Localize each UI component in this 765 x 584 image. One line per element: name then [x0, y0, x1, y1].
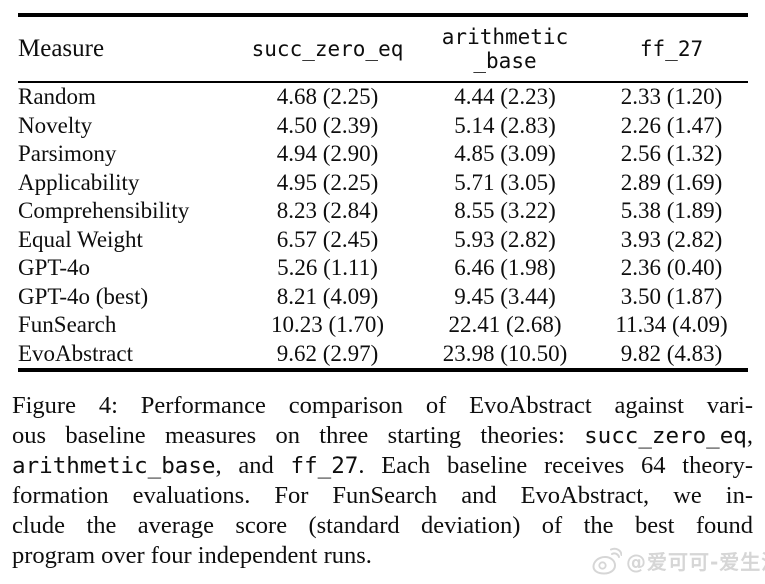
caption-line: program over four independent runs.: [12, 541, 753, 571]
results-table-container: Measure succ_zero_eq arithmetic _base ff…: [18, 13, 748, 372]
value-cell-arithmetic-base: 22.41 (2.68): [448, 312, 562, 337]
value-cell-ff-27: 11.34 (4.09): [615, 312, 728, 337]
watermark-text: @爱可可-爱生活: [626, 550, 765, 574]
value-cell-ff-27: 9.82 (4.83): [620, 340, 723, 366]
measure-cell: EvoAbstract: [18, 340, 133, 366]
table-row: GPT-4o (best) 8.21 (4.09) 9.45 (3.44) 3.…: [18, 283, 748, 312]
measure-cell: GPT-4o: [18, 255, 90, 280]
value-cell-ff-27: 2.33 (1.20): [620, 84, 723, 109]
measure-cell: Novelty: [18, 112, 93, 138]
caption-text-segment: ,: [746, 422, 753, 449]
value-cell-ff-27: 3.93 (2.82): [620, 226, 723, 252]
value-cell-succ-zero-eq: 5.26 (1.11): [277, 255, 378, 280]
value-cell-arithmetic-base: 5.14 (2.83): [454, 112, 556, 138]
caption-line: clude the average score (standard deviat…: [12, 511, 753, 541]
table-header-row: Measure succ_zero_eq arithmetic _base ff…: [18, 15, 748, 82]
caption-text-segment: clude the average score (standard deviat…: [12, 512, 753, 539]
table-row: GPT-4o 5.26 (1.11) 6.46 (1.98) 2.36 (0.4…: [18, 254, 748, 283]
value-cell-ff-27: 3.50 (1.87): [620, 283, 723, 309]
table-row: Novelty 4.50 (2.39) 5.14 (2.83) 2.26 (1.…: [18, 112, 748, 141]
caption-code-segment: arithmetic_base: [12, 453, 216, 479]
measure-cell: FunSearch: [18, 312, 117, 337]
caption-text-segment: Figure 4: Performance comparison of EvoA…: [12, 392, 753, 419]
table-row: EvoAbstract 9.62 (2.97) 23.98 (10.50) 9.…: [18, 340, 748, 371]
caption-text-segment: program over four independent runs.: [12, 542, 372, 569]
value-cell-succ-zero-eq: 6.57 (2.45): [276, 226, 379, 252]
value-cell-arithmetic-base: 8.55 (3.22): [454, 198, 556, 223]
weibo-icon: [592, 547, 622, 575]
caption-text-segment: formation evaluations. For FunSearch and…: [12, 482, 753, 509]
column-header-arithmetic-base: arithmetic _base: [415, 15, 595, 82]
results-table: Measure succ_zero_eq arithmetic _base ff…: [18, 13, 748, 372]
value-cell-succ-zero-eq: 8.21 (4.09): [276, 283, 379, 309]
column-header-succ-zero-eq: succ_zero_eq: [251, 37, 404, 61]
measure-cell: Equal Weight: [18, 226, 143, 252]
column-header-arithmetic-line1: arithmetic: [441, 25, 569, 49]
value-cell-arithmetic-base: 5.71 (3.05): [454, 169, 556, 195]
measure-cell: Parsimony: [18, 141, 117, 166]
caption-line: Figure 4: Performance comparison of EvoA…: [12, 391, 753, 421]
value-cell-arithmetic-base: 4.85 (3.09): [454, 141, 556, 166]
value-cell-ff-27: 2.56 (1.32): [620, 141, 723, 166]
value-cell-ff-27: 2.26 (1.47): [620, 112, 723, 138]
value-cell-succ-zero-eq: 8.23 (2.84): [276, 198, 379, 223]
value-cell-arithmetic-base: 9.45 (3.44): [454, 283, 556, 309]
measure-cell: GPT-4o (best): [18, 283, 149, 309]
table-row: Applicability 4.95 (2.25) 5.71 (3.05) 2.…: [18, 169, 748, 198]
table-row: Equal Weight 6.57 (2.45) 5.93 (2.82) 3.9…: [18, 226, 748, 255]
value-cell-arithmetic-base: 6.46 (1.98): [454, 255, 556, 280]
value-cell-ff-27: 5.38 (1.89): [620, 198, 723, 223]
column-header-measure: Measure: [18, 35, 105, 62]
value-cell-succ-zero-eq: 4.50 (2.39): [276, 112, 379, 138]
value-cell-ff-27: 2.89 (1.69): [620, 169, 723, 195]
column-header-arithmetic-line2: _base: [473, 49, 537, 73]
caption-code-segment: ff_27: [290, 453, 359, 479]
measure-cell: Random: [18, 84, 96, 109]
caption-text-segment: . Each baseline receives 64 theory-: [358, 452, 754, 479]
table-row: FunSearch 10.23 (1.70) 22.41 (2.68) 11.3…: [18, 311, 748, 340]
value-cell-succ-zero-eq: 4.94 (2.90): [276, 141, 379, 166]
value-cell-succ-zero-eq: 4.95 (2.25): [276, 169, 379, 195]
value-cell-arithmetic-base: 5.93 (2.82): [454, 226, 556, 252]
caption-text-segment: ous baseline measures on three starting …: [12, 422, 585, 449]
caption-line: arithmetic_base, and ff_27. Each baselin…: [12, 451, 753, 481]
value-cell-succ-zero-eq: 10.23 (1.70): [270, 312, 385, 337]
figure-caption: Figure 4: Performance comparison of EvoA…: [12, 391, 753, 571]
value-cell-succ-zero-eq: 9.62 (2.97): [276, 340, 379, 366]
value-cell-arithmetic-base: 23.98 (10.50): [442, 340, 568, 366]
caption-code-segment: succ_zero_eq: [584, 423, 747, 449]
table-row: Parsimony 4.94 (2.90) 4.85 (3.09) 2.56 (…: [18, 140, 748, 169]
value-cell-arithmetic-base: 4.44 (2.23): [454, 84, 556, 109]
caption-line: ous baseline measures on three starting …: [12, 421, 753, 451]
watermark: @爱可可-爱生活: [592, 546, 765, 575]
measure-cell: Applicability: [18, 169, 140, 195]
table-row: Random 4.68 (2.25) 4.44 (2.23) 2.33 (1.2…: [18, 82, 748, 112]
caption-line: formation evaluations. For FunSearch and…: [12, 481, 753, 511]
column-header-ff-27: ff_27: [639, 37, 704, 61]
table-row: Comprehensibility 8.23 (2.84) 8.55 (3.22…: [18, 197, 748, 226]
measure-cell: Comprehensibility: [18, 198, 190, 223]
value-cell-ff-27: 2.36 (0.40): [620, 255, 723, 280]
caption-text-segment: , and: [215, 452, 291, 479]
value-cell-succ-zero-eq: 4.68 (2.25): [276, 84, 379, 109]
